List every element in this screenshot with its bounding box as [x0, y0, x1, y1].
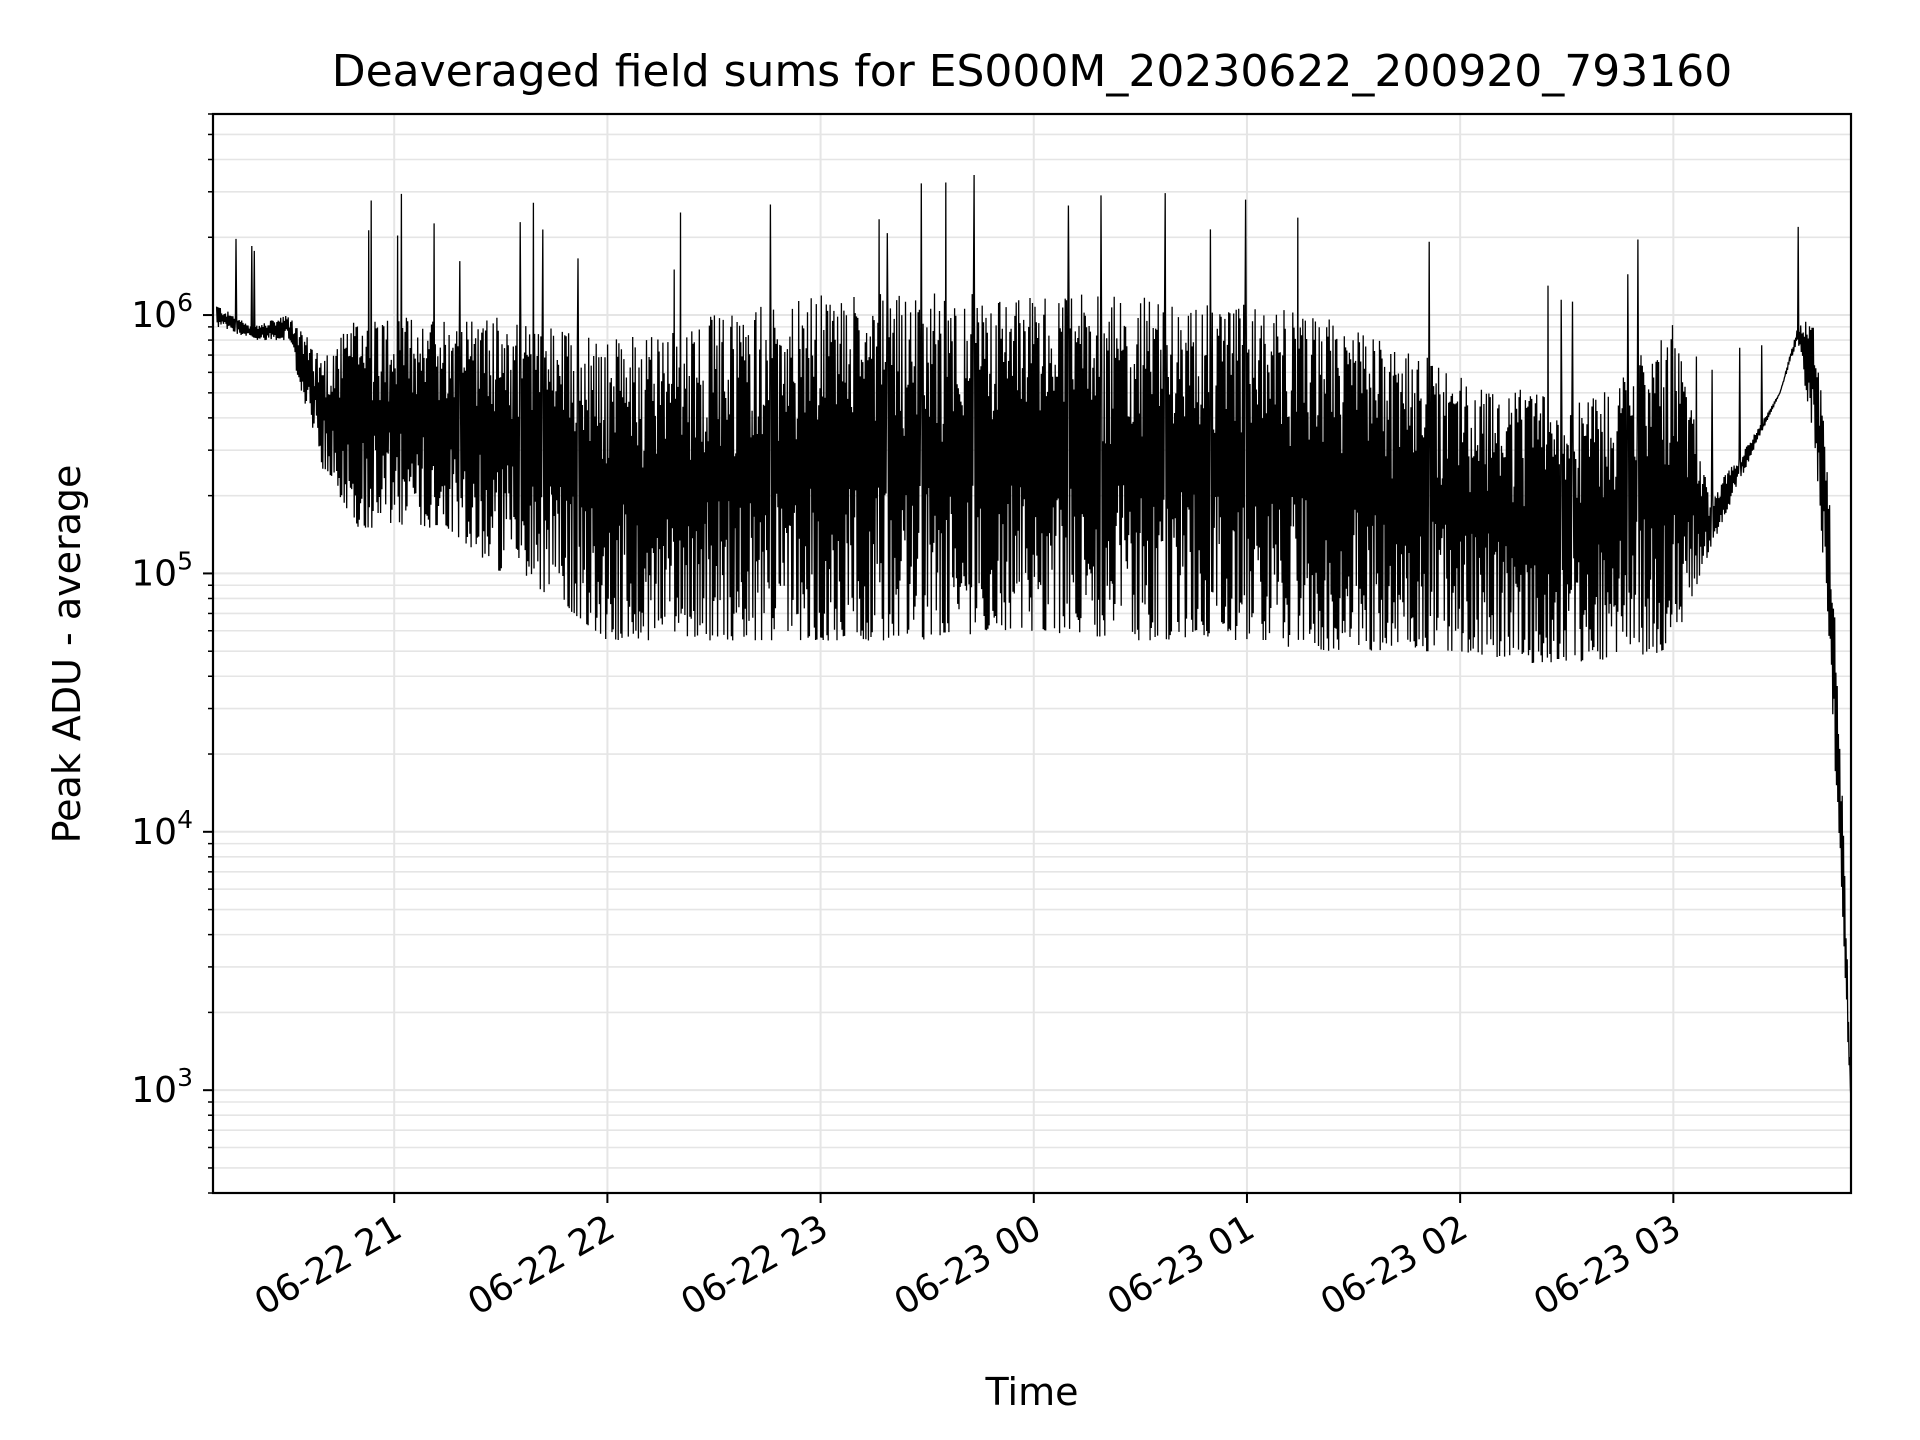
- chart-title: Deaveraged field sums for ES000M_2023062…: [332, 46, 1733, 97]
- y-tick-label: 106: [131, 288, 193, 336]
- y-tick-label: 104: [131, 805, 193, 853]
- y-tick-label: 103: [131, 1063, 193, 1111]
- y-axis: 103 104 105 106: [131, 113, 213, 1194]
- y-axis-label: Peak ADU - average: [45, 465, 89, 844]
- plot-frame: [211, 112, 1853, 1195]
- x-axis-label: Time: [985, 1370, 1079, 1414]
- y-tick-label: 105: [131, 546, 193, 594]
- plot-area: [215, 174, 1852, 1103]
- series-line: [215, 174, 1852, 1103]
